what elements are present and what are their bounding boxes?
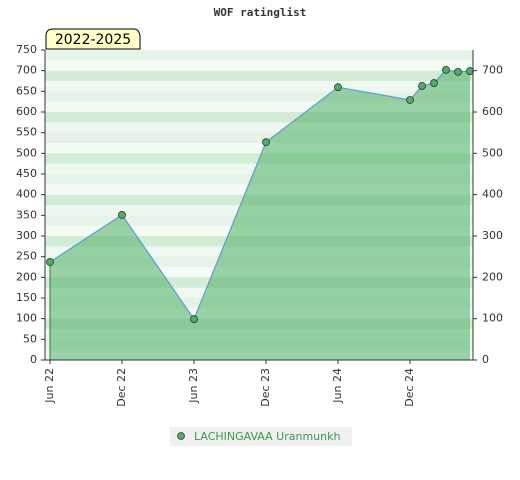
y2-tick-label: 400	[482, 188, 503, 201]
y-tick-label: 200	[16, 270, 37, 283]
y-tick-label: 600	[16, 105, 37, 118]
y-tick-label: 350	[16, 208, 37, 221]
y-tick-label: 650	[16, 84, 37, 97]
point	[262, 138, 270, 147]
point	[46, 258, 54, 266]
background-band	[45, 122, 473, 134]
point	[406, 96, 414, 104]
y2-tick-label: 600	[482, 105, 503, 118]
legend-label: LACHINGAVAA Uranmunkh	[194, 430, 340, 443]
plot: 0 50 100 150 200 250 300 350 400 450 500 550 600 650 7…	[16, 43, 503, 407]
y2-tick-label: 100	[482, 312, 503, 325]
point	[454, 68, 462, 76]
y-tick-label: 50	[23, 332, 37, 345]
background-band	[45, 70, 473, 82]
point	[334, 83, 342, 92]
y-tick-label: 100	[16, 312, 37, 325]
y-tick-label: 450	[16, 167, 37, 180]
point	[418, 82, 426, 90]
point	[118, 211, 126, 219]
point	[466, 67, 474, 75]
area	[50, 69, 470, 360]
y2-tick-label: 300	[482, 229, 503, 242]
x-tick-label: Jun 23	[187, 368, 200, 404]
background-band	[45, 91, 473, 103]
y-tick-label: 550	[16, 126, 37, 139]
background-band	[45, 132, 473, 144]
point	[430, 79, 438, 87]
y2-tick-label: 700	[482, 64, 503, 77]
annotation: 2022-2025	[55, 32, 131, 48]
legend	[170, 427, 352, 446]
background-band	[45, 60, 473, 72]
y-tick-label: 300	[16, 229, 37, 242]
x-tick-label: Dec 23	[259, 368, 272, 407]
point	[442, 65, 450, 74]
x-tick-label: Jun 24	[331, 368, 344, 404]
background-band	[45, 81, 473, 92]
annotation-box	[45, 28, 141, 50]
chart-title: WOF ratinglist	[214, 6, 307, 19]
y2-tick-label: 0	[482, 353, 489, 366]
x-tick-label: Dec 22	[115, 368, 128, 407]
y-tick-label: 750	[16, 43, 37, 56]
y-tick-label: 400	[16, 188, 37, 201]
y-tick-label: 250	[16, 250, 37, 263]
legend-marker	[177, 432, 185, 440]
y-tick-label: 0	[30, 353, 37, 366]
x-tick-label: Jun 22	[43, 368, 56, 404]
background-band	[45, 50, 473, 61]
x-tick-label: Dec 24	[403, 368, 416, 407]
y-tick-label: 700	[16, 64, 37, 77]
background-band	[45, 143, 473, 154]
y2-tick-label: 500	[482, 146, 503, 159]
background-band	[45, 101, 473, 113]
y-tick-label: 500	[16, 146, 37, 159]
background-band	[45, 112, 473, 123]
point	[190, 315, 198, 323]
y2-tick-label: 200	[482, 270, 503, 283]
y-tick-label: 150	[16, 291, 37, 304]
